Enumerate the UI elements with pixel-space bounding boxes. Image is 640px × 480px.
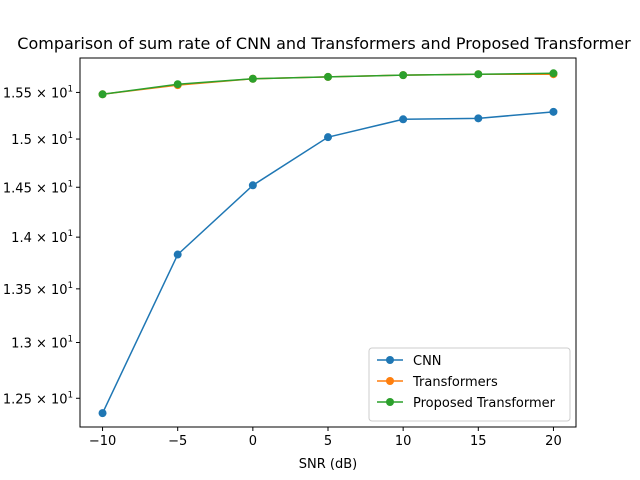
- y-tick-times: ×: [32, 133, 51, 148]
- legend-swatch-marker: [386, 356, 394, 364]
- data-point-0-5: [474, 114, 483, 123]
- y-tick-base: 10: [51, 392, 68, 407]
- y-tick-exponent: 1: [68, 281, 73, 291]
- y-tick-times: ×: [32, 392, 51, 407]
- x-tick-label: 15: [470, 434, 487, 449]
- y-tick-mantissa: 1.25: [3, 392, 32, 407]
- data-point-2-4: [399, 71, 408, 80]
- data-point-0-4: [399, 115, 408, 124]
- x-tick-label: −10: [89, 434, 116, 449]
- series-layer: [98, 69, 558, 418]
- data-point-0-3: [324, 133, 332, 142]
- data-point-2-3: [324, 72, 332, 81]
- y-tick-exponent: 1: [68, 84, 73, 94]
- legend-label: CNN: [413, 354, 442, 369]
- y-tick-base: 10: [51, 86, 68, 101]
- y-tick-mantissa: 1.55: [3, 86, 32, 101]
- y-tick-label: 1.45 × 101: [3, 179, 73, 196]
- y-tick-label: 1.55 × 101: [3, 84, 73, 101]
- x-tick-label: 10: [395, 434, 412, 449]
- y-tick-times: ×: [32, 337, 51, 352]
- y-tick-mantissa: 1.4: [11, 231, 32, 246]
- y-tick-label: 1.5 × 101: [11, 131, 73, 148]
- legend-label: Proposed Transformer: [413, 396, 556, 411]
- plot-frame: [79, 57, 577, 428]
- x-axis: −10 −5 0 5 10 15 20: [89, 427, 562, 449]
- data-point-2-0: [98, 90, 107, 99]
- y-tick-exponent: 1: [68, 131, 73, 141]
- y-tick-times: ×: [32, 283, 51, 298]
- y-tick-label: 1.35 × 101: [3, 281, 73, 298]
- legend-box: [368, 347, 571, 422]
- x-tick-label: 5: [324, 434, 332, 449]
- y-tick-mantissa: 1.5: [11, 133, 32, 148]
- x-tick-label: 0: [249, 434, 257, 449]
- legend-label: Transformers: [412, 375, 498, 390]
- y-tick-base: 10: [51, 283, 68, 298]
- y-tick-exponent: 1: [68, 229, 73, 239]
- y-tick-base: 10: [51, 231, 68, 246]
- y-tick-label: 1.3 × 101: [11, 335, 73, 352]
- y-tick-mantissa: 1.45: [3, 181, 32, 196]
- y-tick-times: ×: [32, 181, 51, 196]
- data-point-2-5: [474, 70, 483, 79]
- data-point-0-0: [98, 409, 107, 418]
- y-tick-exponent: 1: [68, 179, 73, 189]
- data-point-2-1: [173, 80, 182, 89]
- y-tick-mantissa: 1.35: [3, 283, 32, 298]
- data-point-0-6: [549, 107, 558, 116]
- y-tick-times: ×: [32, 231, 51, 246]
- data-point-0-2: [248, 181, 257, 190]
- x-tick-label: 20: [545, 434, 562, 449]
- x-axis-label: SNR (dB): [299, 457, 357, 472]
- legend-swatch-marker: [386, 377, 394, 385]
- data-point-2-2: [248, 74, 257, 83]
- data-point-0-1: [173, 250, 182, 259]
- chart-title: Comparison of sum rate of CNN and Transf…: [17, 34, 631, 53]
- data-point-2-6: [549, 69, 558, 78]
- y-tick-label: 1.25 × 101: [3, 390, 73, 407]
- y-tick-exponent: 1: [68, 390, 73, 400]
- x-tick-label: −5: [168, 434, 187, 449]
- y-tick-base: 10: [51, 181, 68, 196]
- y-tick-mantissa: 1.3: [11, 337, 32, 352]
- y-tick-exponent: 1: [68, 335, 73, 345]
- y-tick-times: ×: [32, 86, 51, 101]
- legend: CNN Transformers Proposed Transformer: [368, 347, 571, 422]
- y-tick-base: 10: [51, 133, 68, 148]
- y-tick-base: 10: [51, 337, 68, 352]
- y-tick-label: 1.4 × 101: [11, 229, 73, 246]
- legend-swatch-marker: [386, 398, 394, 406]
